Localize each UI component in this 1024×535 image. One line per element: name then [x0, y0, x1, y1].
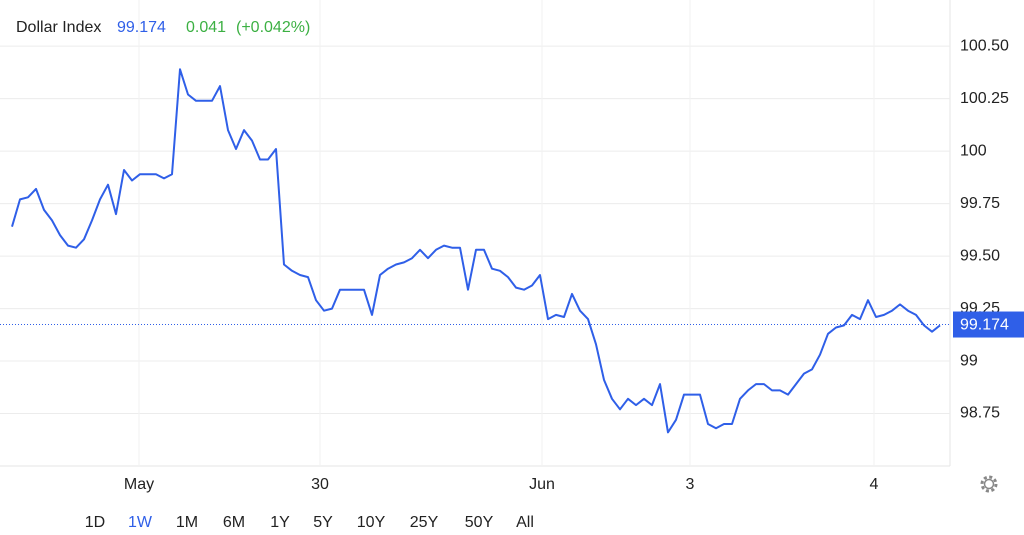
y-tick-label: 100.50 [960, 37, 1009, 54]
x-tick-label: Jun [529, 476, 555, 493]
chart-title: Dollar Index [16, 19, 101, 36]
range-button[interactable]: 1M [176, 514, 198, 531]
header-change: 0.041 [186, 19, 226, 36]
price-tag-label: 99.174 [960, 317, 1009, 334]
header-change-pct: (+0.042%) [236, 19, 310, 36]
x-tick-label: 30 [311, 476, 329, 493]
range-button[interactable]: 1D [85, 514, 105, 531]
x-tick-label: 4 [870, 476, 879, 493]
y-tick-label: 100 [960, 142, 987, 159]
range-button[interactable]: 1W [128, 514, 153, 531]
x-tick-label: May [124, 476, 154, 493]
range-button[interactable]: 6M [223, 514, 245, 531]
y-tick-label: 99 [960, 352, 978, 369]
y-tick-label: 99.50 [960, 247, 1000, 264]
y-tick-label: 98.75 [960, 405, 1000, 422]
price-tag [953, 311, 1024, 338]
y-tick-label: 100.25 [960, 90, 1009, 107]
range-button[interactable]: 1Y [270, 514, 290, 531]
range-button[interactable]: 5Y [313, 514, 333, 531]
range-button[interactable]: 25Y [410, 514, 439, 531]
range-button[interactable]: 50Y [465, 514, 494, 531]
header-price: 99.174 [117, 19, 166, 36]
settings-icon[interactable] [980, 475, 998, 493]
y-tick-label: 99.75 [960, 195, 1000, 212]
range-button[interactable]: 10Y [357, 514, 386, 531]
range-button[interactable]: All [516, 514, 534, 531]
line [11, 68, 941, 434]
x-tick-label: 3 [686, 476, 695, 493]
